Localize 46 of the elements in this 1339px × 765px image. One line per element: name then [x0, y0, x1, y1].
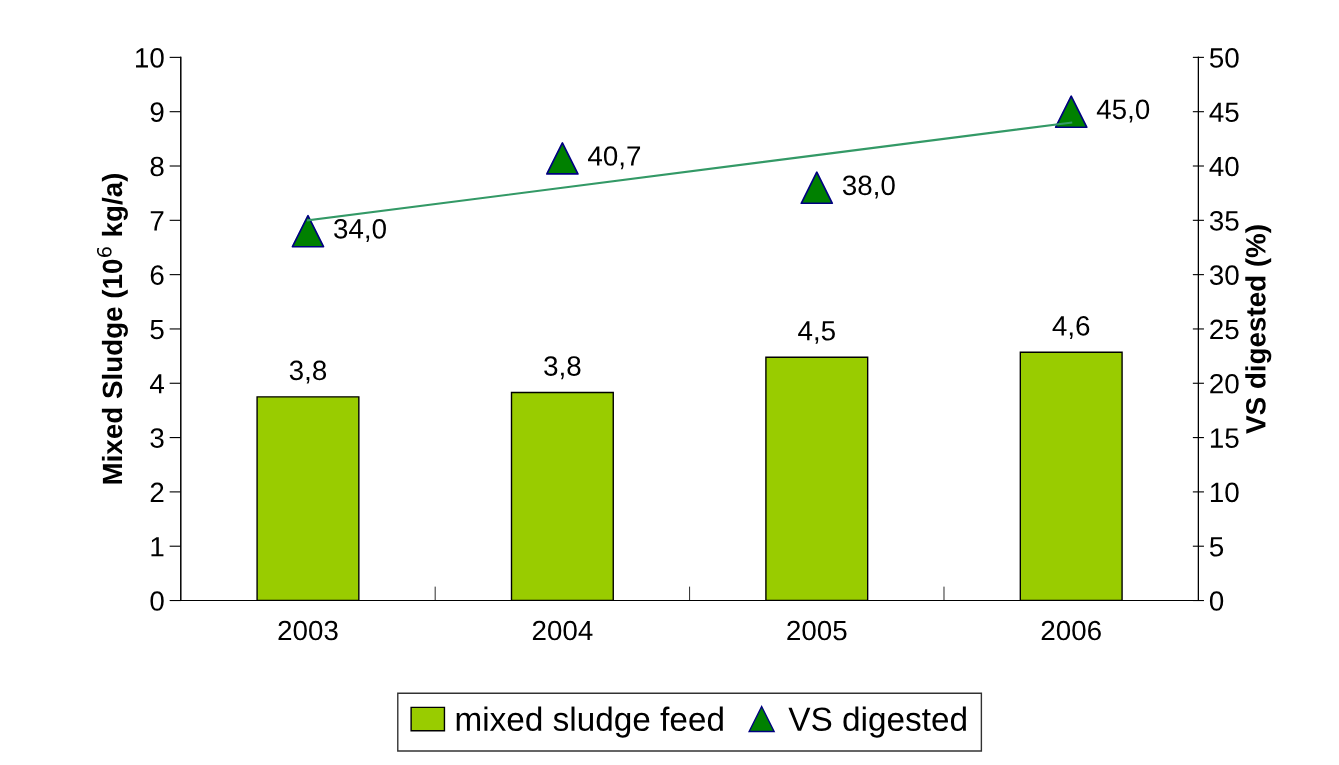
y2-tick-label: 35 — [1209, 210, 1239, 231]
y-tick-label: 7 — [150, 211, 164, 231]
y2-tick-label: 45 — [1209, 102, 1239, 123]
y-tick-label: 0 — [150, 591, 164, 611]
bar — [510, 391, 614, 601]
y2-tick-label: 0 — [1209, 591, 1224, 611]
data-label: 38,0 — [842, 175, 895, 199]
y-axis-title: Mixed Sludge (10$^{6}$ kg/a) — [96, 174, 128, 484]
y-tick-label: 5 — [150, 319, 164, 340]
y-tick-label: 3 — [150, 428, 164, 448]
y-tick-label: 9 — [150, 102, 164, 123]
point — [546, 142, 579, 175]
y2-tick-label: 40 — [1209, 156, 1239, 177]
y2-tick-label: 15 — [1210, 428, 1239, 448]
data-label: 4,5 — [798, 321, 835, 344]
data-label: 34,0 — [334, 218, 386, 242]
x-tick-label: 2003 — [278, 620, 338, 641]
y2-tick-label: 5 — [1209, 537, 1224, 557]
y-tick-label: 1 — [151, 537, 164, 557]
y-tick-label: 2 — [150, 482, 164, 502]
data-label: 3,8 — [544, 356, 581, 380]
y2-tick-label: 20 — [1210, 373, 1239, 394]
y2-tick-label: 30 — [1209, 265, 1239, 285]
point — [1054, 95, 1088, 129]
legend-label: VS digested — [788, 706, 966, 738]
x-tick-label: 2006 — [1041, 620, 1101, 641]
x-tick-label: 2005 — [787, 620, 847, 641]
y2-axis-title: VS digested (%) — [1245, 225, 1272, 434]
legend-label: mixed sludge feed — [456, 706, 723, 738]
y-tick-label: 10 — [136, 48, 164, 68]
data-label: 40,7 — [588, 146, 641, 170]
data-label: 4,6 — [1052, 316, 1090, 339]
bar — [256, 396, 360, 601]
x-tick-label: 2004 — [532, 620, 593, 641]
data-label: 3,8 — [289, 360, 327, 384]
bar — [1019, 351, 1123, 601]
y-tick-label: 8 — [150, 156, 164, 177]
y-tick-label: 4 — [149, 374, 164, 394]
data-label: 45,0 — [1096, 99, 1150, 123]
y2-tick-label: 50 — [1209, 48, 1239, 68]
y2-tick-label: 25 — [1210, 319, 1239, 340]
point — [800, 171, 834, 205]
y2-tick-label: 10 — [1210, 482, 1239, 503]
point — [291, 214, 325, 248]
bar — [765, 356, 869, 601]
y-tick-label: 6 — [150, 265, 164, 285]
